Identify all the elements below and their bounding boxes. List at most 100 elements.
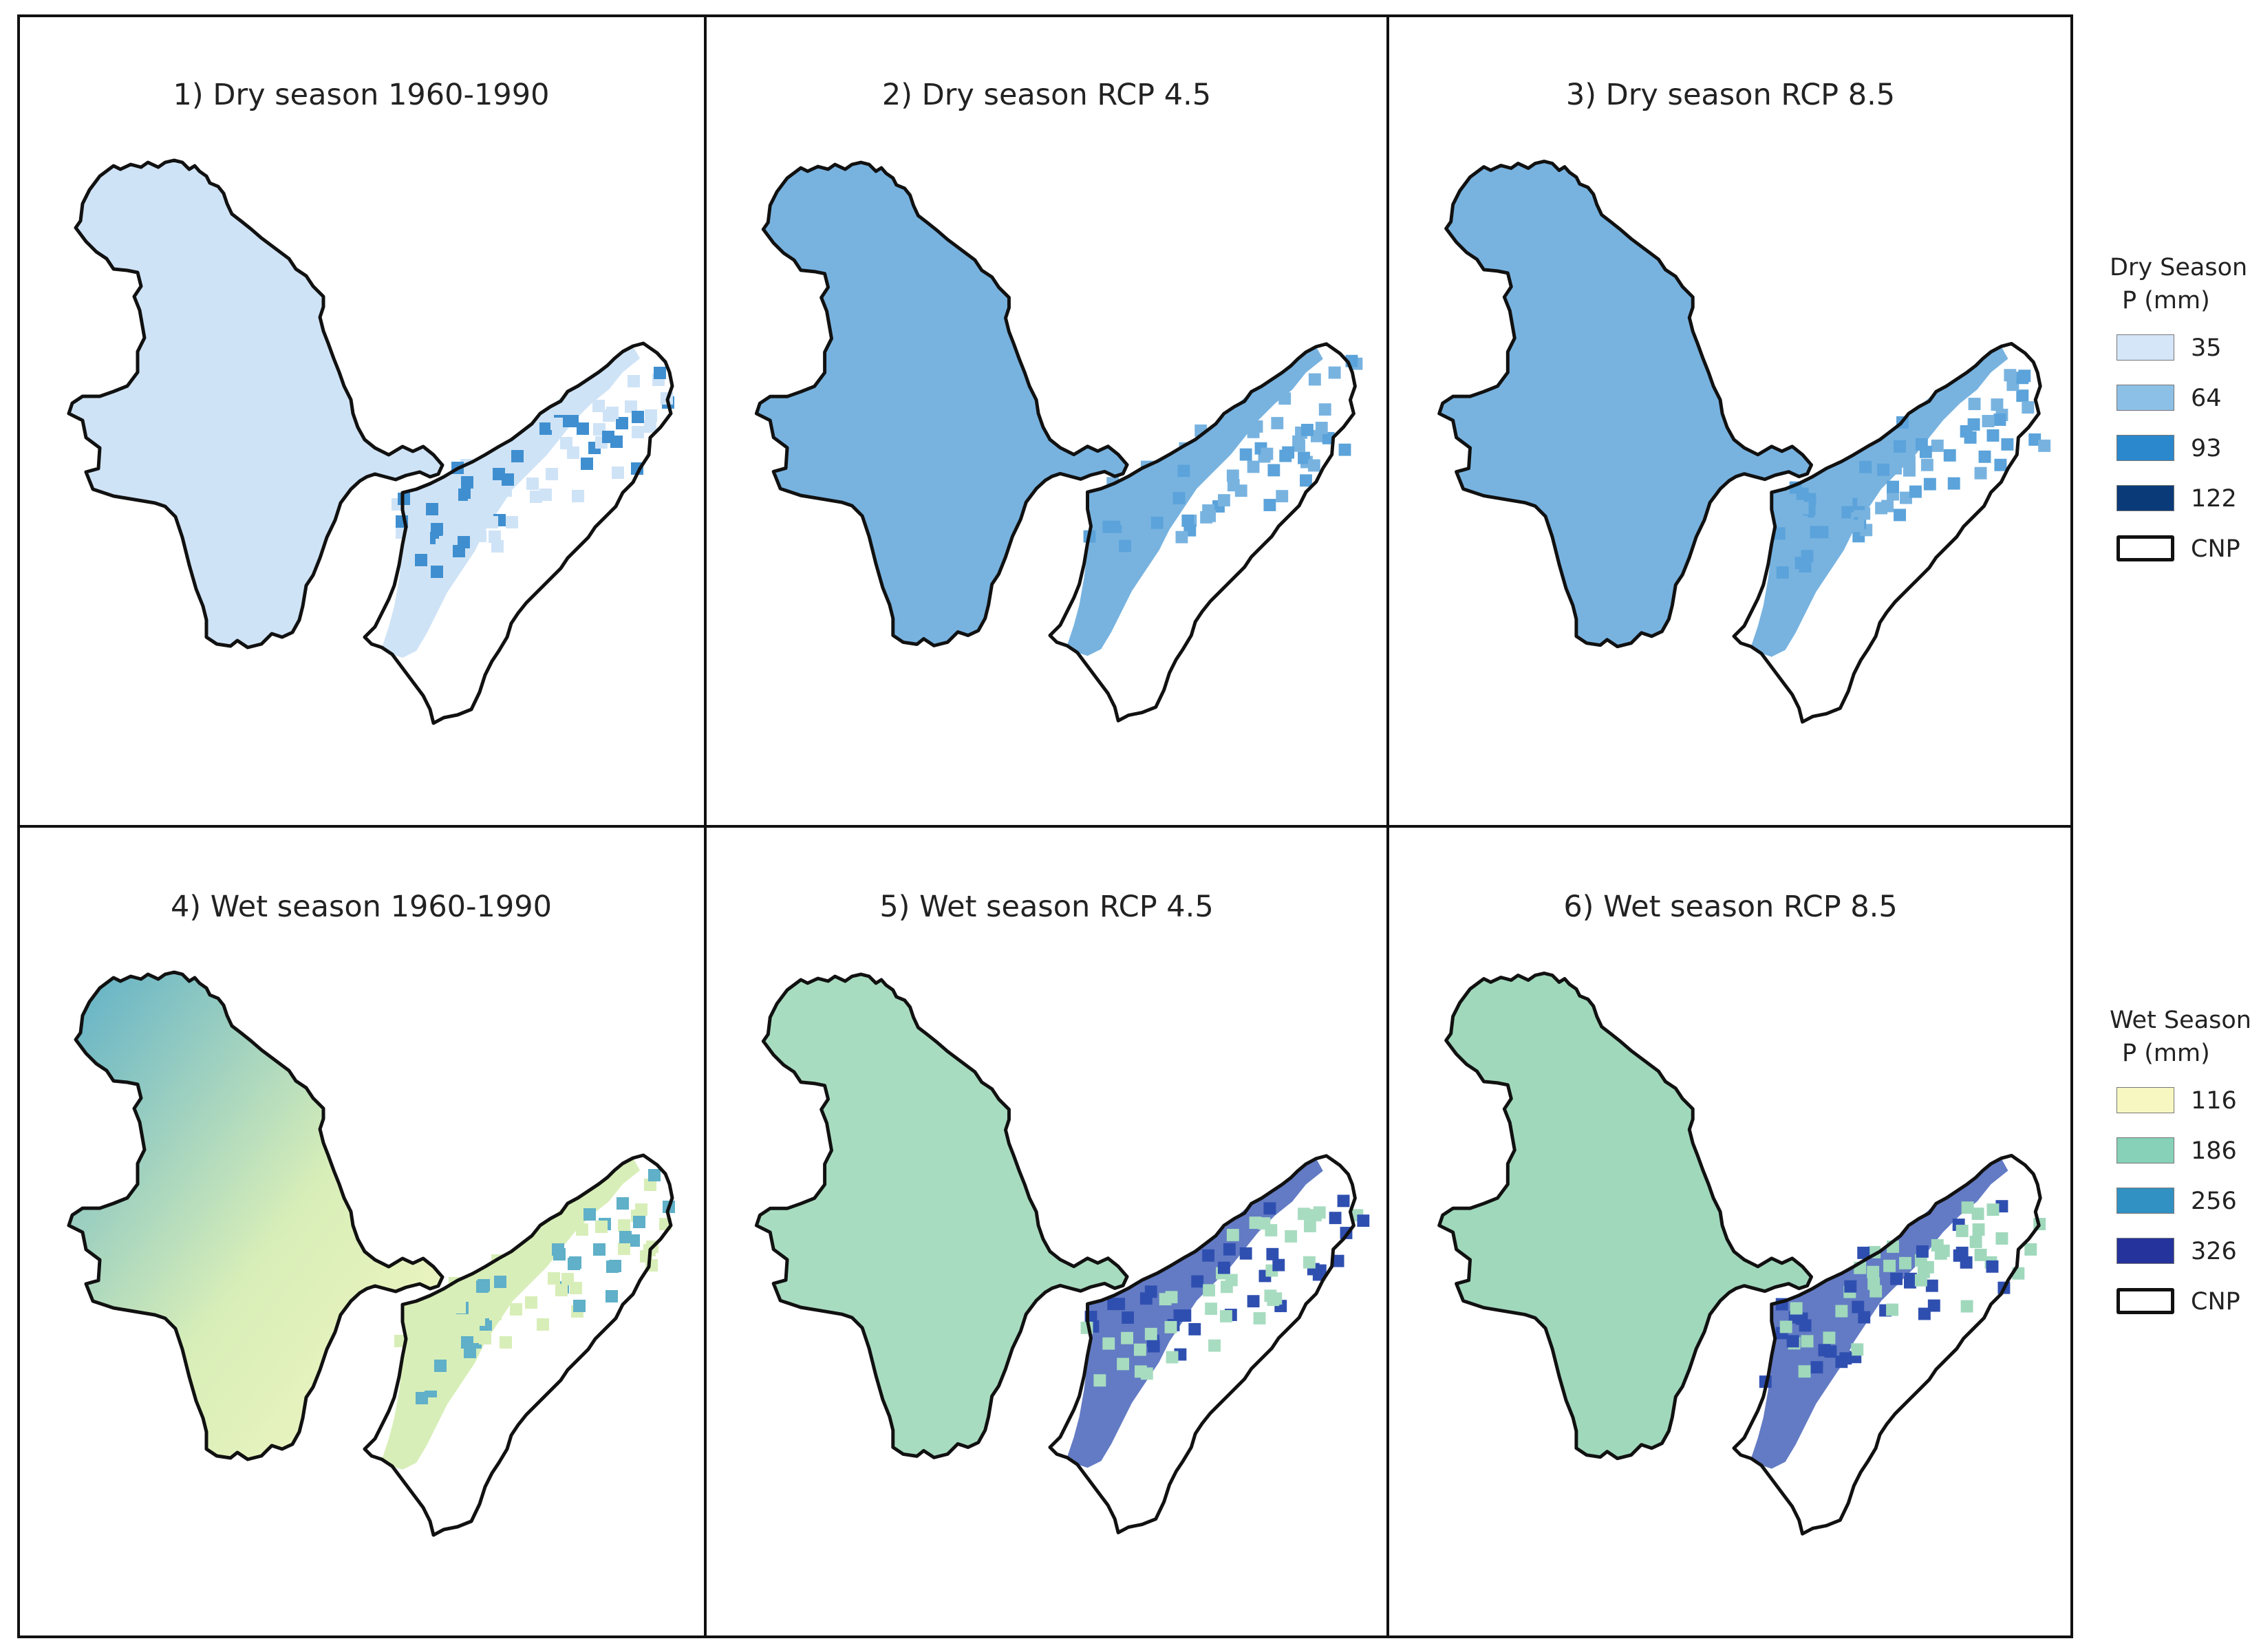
raster-cell (576, 1223, 588, 1236)
raster-cell (1123, 522, 1135, 535)
raster-cell (410, 1337, 422, 1349)
raster-cell (1309, 1209, 1322, 1222)
raster-cell (1337, 1194, 1350, 1208)
raster-cell (1947, 477, 1960, 490)
raster-cell (478, 1295, 490, 1307)
raster-cell (1900, 491, 1912, 504)
raster-cell (414, 1313, 426, 1325)
raster-cell (468, 499, 480, 511)
raster-cell (618, 1243, 630, 1255)
raster-cell (1303, 1220, 1316, 1232)
raster-cell (1889, 462, 1902, 475)
west-lobe-raster (69, 972, 442, 1459)
raster-cell (1308, 373, 1321, 386)
precipitation-raster-cells (1772, 369, 2051, 579)
panel-title: 1) Dry season 1960-1990 (173, 78, 550, 112)
raster-cell (1263, 1202, 1276, 1215)
raster-cell (1790, 1302, 1803, 1315)
cnp-boundary-east (1048, 342, 1357, 722)
raster-cell (546, 468, 558, 480)
raster-cell (1994, 458, 2007, 471)
raster-cell (644, 1179, 656, 1191)
raster-cell (1263, 499, 1276, 511)
raster-cell (1181, 514, 1194, 527)
raster-cell (1801, 550, 1814, 563)
raster-cell (401, 1376, 414, 1388)
legend-swatch (2117, 1087, 2174, 1113)
cnp-boundary-east (1048, 1154, 1357, 1534)
raster-cell (2038, 439, 2051, 452)
west-lobe-raster (1439, 161, 1812, 647)
raster-cell (458, 536, 470, 548)
raster-cell (1315, 421, 1328, 434)
raster-cell (1955, 1246, 1969, 1259)
raster-cell (569, 1256, 581, 1269)
cnp-boundary-east (1732, 1153, 2042, 1536)
raster-cell (506, 516, 518, 528)
west-lobe-raster (69, 160, 442, 647)
raster-cell (539, 422, 552, 435)
raster-cell (1247, 460, 1260, 473)
panel-title: 2) Dry season RCP 4.5 (881, 78, 1212, 112)
raster-cell (618, 1219, 630, 1232)
raster-cell (1832, 537, 1845, 550)
raster-cell (1857, 1246, 1870, 1259)
raster-cell (1776, 566, 1789, 579)
panel-dry-rcp45: 2) Dry season RCP 4.5 (705, 14, 1388, 826)
west-lobe-raster (756, 974, 1128, 1458)
panel-title: 5) Wet season RCP 4.5 (879, 890, 1214, 924)
raster-cell (507, 1273, 519, 1285)
legend-label: 35 (2191, 334, 2222, 362)
raster-cell (1835, 1355, 1848, 1369)
raster-cell (1278, 392, 1292, 405)
raster-cell (1210, 429, 1223, 442)
raster-cell (1219, 1310, 1232, 1322)
raster-cell (1247, 425, 1260, 438)
panel-dry-rcp85: 3) Dry season RCP 8.5 (1388, 14, 2073, 826)
raster-cell (1208, 1339, 1221, 1352)
legend-title-line1: Wet Season (2110, 1007, 2251, 1034)
legend-label: CNP (2191, 535, 2240, 563)
raster-cell (478, 1279, 490, 1291)
raster-cell (1772, 527, 1786, 540)
raster-cell (477, 482, 489, 494)
precipitation-map (1437, 972, 2046, 1536)
raster-cell (439, 504, 451, 517)
precipitation-raster-cells (392, 367, 674, 578)
raster-cell (1971, 1208, 1984, 1221)
raster-cell (1177, 464, 1190, 478)
raster-cell (2028, 433, 2042, 446)
raster-cell (1225, 1274, 1238, 1287)
raster-cell (1786, 1335, 1799, 1348)
raster-cell (1139, 1292, 1153, 1305)
raster-cell (1338, 443, 1351, 456)
raster-cell (603, 409, 615, 422)
legend-swatch (2117, 1137, 2174, 1163)
raster-cell (1972, 1223, 1985, 1236)
legend-swatch (2117, 485, 2174, 511)
raster-cell (566, 415, 579, 427)
west-lobe-raster (756, 162, 1128, 646)
raster-cell (1134, 1365, 1147, 1378)
raster-cell (493, 468, 505, 480)
raster-cell (530, 491, 542, 503)
raster-cell (1191, 1275, 1204, 1288)
raster-cell (1300, 474, 1312, 487)
raster-cell (1909, 485, 1922, 498)
raster-cell (1875, 502, 1888, 515)
raster-cell (1298, 451, 1310, 464)
raster-cell (1886, 1303, 1899, 1316)
raster-cell (609, 1260, 621, 1272)
raster-cell (1841, 506, 1854, 519)
precipitation-map (1437, 160, 2051, 724)
raster-cell (1122, 1311, 1134, 1324)
raster-cell (2024, 1243, 2037, 1256)
panel-title: 3) Dry season RCP 8.5 (1565, 78, 1896, 112)
raster-cell (1923, 478, 1936, 491)
raster-cell (1266, 1247, 1279, 1261)
raster-cell (573, 1300, 586, 1312)
raster-cell (1137, 491, 1150, 504)
raster-cell (567, 447, 579, 459)
raster-cell (415, 554, 427, 566)
